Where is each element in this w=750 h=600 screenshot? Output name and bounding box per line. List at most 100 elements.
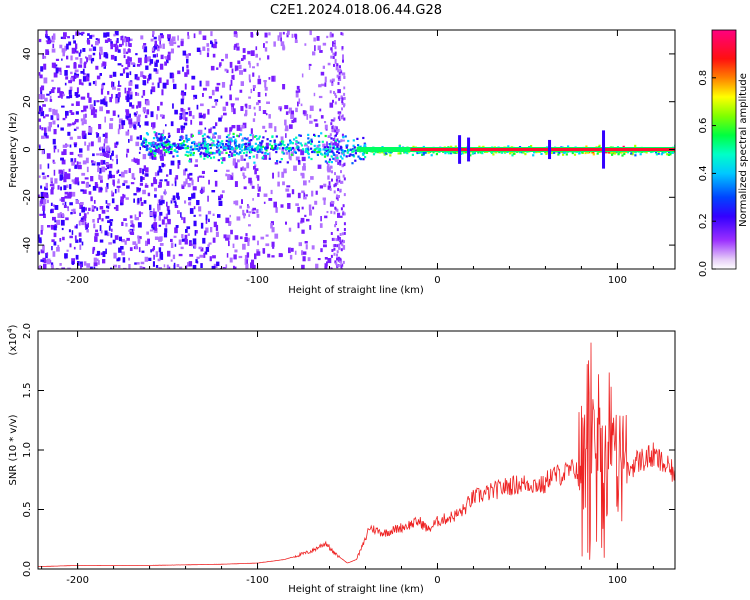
heatmap-cell [105, 153, 108, 158]
heatmap-cell [114, 31, 119, 36]
heatmap-cell [40, 195, 45, 201]
heatmap-cell [254, 112, 256, 116]
heatmap-cell [189, 154, 192, 157]
heatmap-cell [187, 107, 191, 111]
heatmap-cell [324, 152, 327, 155]
heatmap-cell [166, 181, 170, 186]
heatmap-cell [197, 143, 201, 146]
heatmap-cell [92, 219, 95, 223]
heatmap-cell [111, 153, 113, 157]
heatmap-cell [68, 168, 71, 172]
heatmap-cell [51, 48, 56, 53]
heatmap-cell [100, 179, 103, 183]
heatmap-cell [144, 115, 148, 119]
heatmap-cell [39, 74, 43, 79]
heatmap-cell [212, 213, 215, 216]
heatmap-cell [139, 167, 142, 174]
heatmap-cell [49, 95, 52, 101]
heatmap-cell [219, 62, 222, 66]
heatmap-cell [242, 137, 244, 141]
heatmap-cell [120, 199, 124, 206]
heatmap-cell [252, 264, 256, 269]
heatmap-cell [307, 156, 311, 159]
heatmap-cell [309, 225, 312, 230]
heatmap-cell [109, 74, 113, 78]
heatmap-cell [184, 144, 187, 147]
heatmap-cell [124, 87, 127, 94]
heatmap-cell [52, 159, 55, 163]
heatmap-cell [39, 213, 43, 216]
heatmap-cell [261, 140, 264, 143]
heatmap-cell [131, 104, 135, 109]
heatmap-cell [246, 162, 250, 169]
heatmap-cell [112, 179, 115, 185]
heatmap-cell [78, 220, 81, 226]
heatmap-cell [319, 223, 323, 228]
heatmap-cell [179, 113, 182, 116]
heatmap-cell [117, 63, 122, 66]
heatmap-cell [339, 241, 342, 245]
heatmap-cell [242, 48, 246, 53]
heatmap-cell [207, 195, 209, 202]
heatmap-cell [225, 237, 229, 241]
heatmap-cell [195, 144, 198, 148]
heatmap-cell [235, 200, 239, 206]
heatmap-cell [363, 144, 366, 147]
heatmap-cell [261, 151, 264, 154]
heatmap-cell [190, 151, 193, 154]
heatmap-cell [171, 197, 174, 202]
heatmap-cell [76, 50, 79, 54]
heatmap-cell [128, 57, 132, 62]
heatmap-cell [229, 84, 232, 91]
heatmap-cell [72, 208, 76, 214]
heatmap-cell [58, 67, 62, 72]
heatmap-cell [200, 222, 204, 229]
heatmap-cell [167, 209, 171, 215]
heatmap-cell [160, 195, 164, 201]
heatmap-cell [334, 154, 339, 160]
zero-frequency-line [410, 148, 675, 151]
heatmap-cell [309, 120, 313, 124]
heatmap-cell [164, 189, 166, 196]
heatmap-cell [43, 63, 47, 70]
heatmap-cell [172, 103, 174, 109]
heatmap-cell [285, 133, 287, 138]
heatmap-cell [540, 152, 543, 155]
heatmap-cell [152, 246, 155, 250]
heatmap-cell [229, 94, 232, 101]
heatmap-cell [60, 186, 62, 191]
heatmap-cell [230, 229, 233, 235]
heatmap-cell [301, 156, 306, 162]
heatmap-cell [175, 225, 179, 228]
heatmap-cell [103, 52, 108, 58]
heatmap-cell [136, 111, 138, 114]
heatmap-cell [170, 48, 174, 54]
heatmap-cell [148, 257, 152, 261]
heatmap-cell [238, 255, 243, 259]
heatmap-cell [297, 222, 300, 229]
heatmap-cell [310, 176, 314, 180]
y-tick-label: 40 [22, 48, 33, 61]
heatmap-cell [317, 164, 322, 169]
heatmap-cell [133, 112, 138, 116]
heatmap-cell [59, 198, 62, 202]
heatmap-cell [336, 257, 338, 261]
heatmap-cell [49, 39, 52, 43]
heatmap-cell [243, 212, 246, 219]
heatmap-cell [444, 152, 447, 155]
heatmap-cell [310, 147, 313, 150]
heatmap-cell [130, 182, 135, 185]
heatmap-cell [82, 160, 87, 165]
heatmap-cell [223, 234, 227, 239]
heatmap-cell [122, 194, 126, 198]
heatmap-cell [162, 145, 165, 151]
heatmap-cell [132, 63, 136, 67]
heatmap-cell [331, 78, 335, 82]
spectral-spike [458, 135, 462, 164]
heatmap-cell [105, 215, 110, 219]
heatmap-cell [255, 46, 258, 51]
heatmap-cell [364, 156, 367, 159]
heatmap-cell [304, 241, 308, 244]
heatmap-cell [242, 243, 246, 250]
heatmap-cell [236, 46, 240, 51]
